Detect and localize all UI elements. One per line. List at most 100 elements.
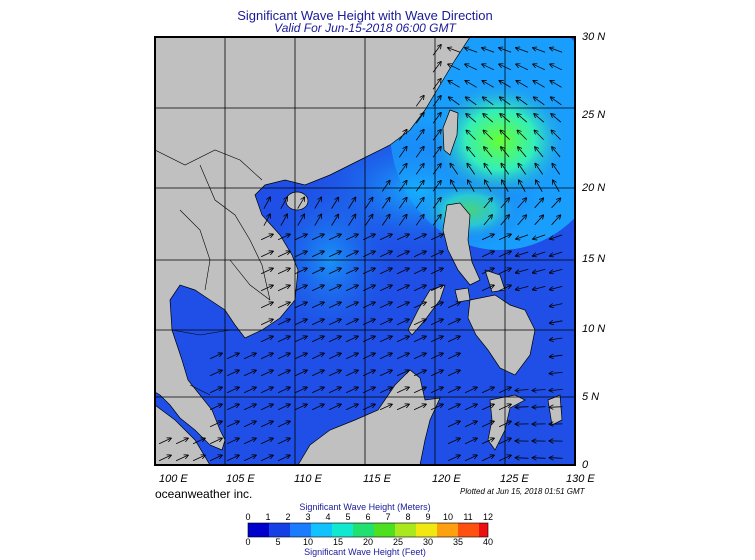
wave-arrow — [260, 421, 273, 428]
wave-arrow — [451, 180, 458, 192]
wave-arrow — [500, 198, 509, 209]
wave-arrow — [362, 285, 375, 292]
wave-arrow — [345, 285, 358, 292]
wave-arrow — [550, 286, 563, 289]
wave-arrow — [311, 387, 324, 394]
wave-arrow — [413, 319, 426, 326]
wave-arrow — [550, 251, 563, 256]
wave-arrow — [328, 387, 341, 394]
wave-arrow — [311, 234, 324, 241]
wave-arrow — [328, 370, 341, 377]
wave-arrow — [362, 319, 375, 326]
wave-arrow — [260, 404, 273, 411]
wave-arrow — [499, 64, 512, 71]
wave-arrow — [311, 319, 324, 326]
graticule — [155, 37, 575, 465]
wave-arrow — [447, 404, 460, 411]
wave-arrow — [226, 370, 239, 377]
wave-arrow — [396, 268, 409, 275]
wave-arrow — [175, 438, 188, 445]
wave-arrow — [398, 181, 406, 192]
wave-arrow — [311, 251, 324, 258]
lat-label-0: 0 — [582, 459, 589, 471]
wave-arrow — [260, 353, 273, 360]
wave-arrow — [263, 214, 270, 226]
wave-arrow — [500, 215, 509, 226]
land-taiwan — [442, 109, 459, 156]
wave-arrow — [396, 302, 409, 309]
wave-arrow — [345, 370, 358, 377]
wave-arrow — [260, 336, 273, 343]
wave-arrow — [260, 251, 273, 258]
wave-arrow — [533, 251, 546, 256]
wave-arrow — [430, 336, 443, 343]
wave-arrow — [277, 336, 290, 343]
wave-arrow — [413, 387, 426, 394]
wave-arrow — [209, 370, 222, 377]
wave-arrow — [294, 387, 307, 394]
wave-arrow — [500, 130, 510, 140]
wave-arrow — [448, 64, 461, 71]
wave-arrow — [447, 438, 460, 445]
wave-arrow — [498, 285, 511, 292]
wave-arrow — [362, 336, 375, 343]
wave-arrow — [481, 387, 494, 394]
wave-arrow — [277, 387, 290, 394]
lon-label-115e: 115 E — [363, 473, 391, 485]
wave-arrow — [328, 268, 341, 275]
wave-arrow — [396, 285, 409, 292]
wave-arrow — [466, 97, 477, 106]
wave-arrow — [535, 147, 544, 158]
wave-arrow — [365, 215, 372, 226]
wave-arrow — [481, 234, 494, 241]
lon-label-105e: 105 E — [226, 473, 255, 485]
lat-label-25n: 25 N — [582, 109, 606, 121]
lon-label-100e: 100 E — [159, 473, 188, 485]
lat-label-30n: 30 N — [582, 31, 606, 43]
wave-arrow — [226, 438, 239, 445]
wave-arrow — [362, 353, 375, 360]
wave-arrow — [294, 251, 307, 258]
wave-arrow — [430, 251, 443, 258]
wave-arrow — [277, 251, 290, 258]
wave-arrow — [260, 455, 273, 462]
wave-arrow — [398, 215, 406, 226]
wave-arrow — [447, 336, 460, 343]
wave-arrow — [328, 285, 341, 292]
wave-arrow — [481, 404, 494, 411]
wave-arrow — [498, 268, 511, 275]
wave-arrow — [533, 407, 546, 408]
wave-arrow — [516, 268, 529, 273]
credit-text: oceanweather inc. — [155, 487, 253, 501]
wave-arrow — [311, 370, 324, 377]
wave-arrow — [381, 198, 389, 209]
map-frame — [154, 36, 576, 466]
wave-arrow — [534, 114, 545, 123]
wave-arrow — [516, 234, 529, 239]
wave-arrow — [501, 147, 510, 158]
wave-arrow — [398, 198, 406, 209]
wave-arrow — [280, 197, 287, 209]
wave-arrow — [517, 215, 527, 226]
wave-arrow — [550, 338, 563, 340]
wave-arrow — [277, 302, 290, 309]
wave-arrow — [314, 214, 322, 226]
wave-arrow — [447, 421, 460, 428]
wave-arrow — [498, 387, 511, 394]
wave-arrow — [348, 198, 356, 209]
wave-arrow — [243, 353, 256, 360]
wave-arrow — [534, 215, 544, 226]
wave-arrow — [396, 404, 409, 411]
wave-arrow — [430, 302, 443, 309]
legend-feet-tick: 15 — [332, 537, 344, 547]
wave-arrow — [413, 370, 426, 377]
wave-arrow — [550, 321, 563, 323]
wave-arrow — [517, 97, 528, 106]
wave-arrow — [294, 285, 307, 292]
wave-arrow — [551, 198, 561, 209]
wave-arrow — [260, 268, 273, 275]
wave-arrow — [481, 438, 494, 445]
wave-arrow — [430, 319, 443, 326]
wave-arrow — [413, 251, 426, 258]
wave-arrow — [260, 319, 273, 326]
